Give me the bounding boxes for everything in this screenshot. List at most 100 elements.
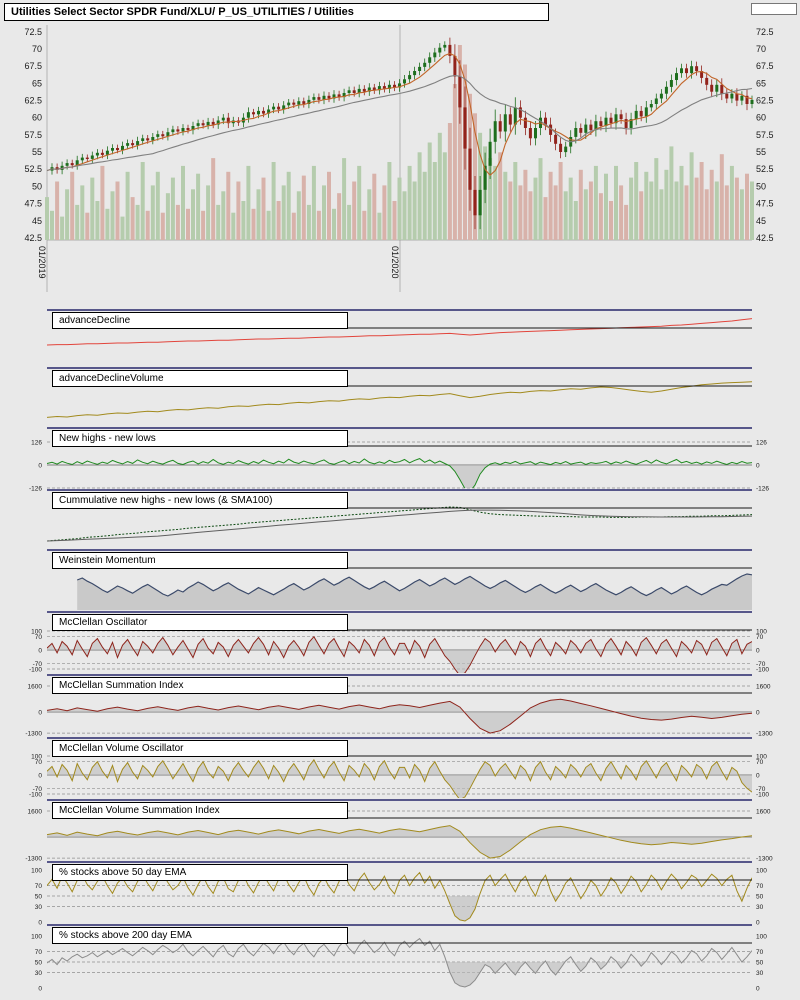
axis-tick-label: 50: [756, 894, 764, 901]
axis-tick-label: 50: [35, 960, 43, 967]
axis-tick-label: 100: [31, 629, 42, 636]
mcclellan-volume-summation-fill: [47, 825, 752, 859]
panel-advance-decline: [47, 309, 752, 346]
cumulative-nh-nl-line: [47, 506, 752, 542]
axis-tick-label: 126: [31, 440, 42, 447]
axis-tick-label: 50: [756, 181, 766, 191]
axis-tick-label: 30: [756, 970, 764, 977]
axis-tick-label: 60: [32, 113, 42, 123]
panel-label-pct-above-200ema: % stocks above 200 day EMA: [52, 927, 348, 944]
axis-tick-label: 65: [32, 78, 42, 88]
axis-tick-label: 45: [756, 216, 766, 226]
axis-tick-label: 100: [756, 934, 767, 941]
axis-tick-label: 100: [31, 934, 42, 941]
axis-tick-label: -70: [33, 661, 43, 668]
x-axis-label: 01/2019: [37, 246, 47, 279]
axis-tick-label: 70: [756, 883, 764, 890]
axis-tick-label: -126: [29, 485, 42, 492]
mcclellan-volume-summation-line: [47, 825, 752, 859]
panel-weinstein-momentum: [47, 549, 752, 610]
axis-tick-label: 0: [38, 710, 42, 717]
new-highs-new-lows-line: [47, 458, 752, 488]
axis-tick-label: 0: [756, 463, 760, 470]
axis-tick-label: 30: [756, 904, 764, 911]
axis-tick-label: 100: [756, 754, 767, 761]
axis-tick-label: 1600: [28, 684, 43, 691]
axis-tick-label: 70: [32, 44, 42, 54]
axis-tick-label: 0: [756, 773, 760, 780]
axis-tick-label: 30: [35, 904, 43, 911]
axis-tick-label: 55: [756, 147, 766, 157]
axis-tick-label: 0: [756, 986, 760, 993]
axis-tick-label: 45: [32, 216, 42, 226]
axis-tick-label: -100: [29, 792, 42, 799]
axis-tick-label: 70: [756, 44, 766, 54]
axis-tick-label: 0: [756, 710, 760, 717]
axis-tick-label: 70: [35, 634, 43, 641]
panel-pct-above-200ema: 100 100 70 70 50 50 30 30 0 0: [31, 924, 767, 993]
axis-tick-label: 57.5: [756, 130, 774, 140]
axis-tick-label: 72.5: [24, 27, 42, 37]
axis-tick-label: 70: [756, 759, 764, 766]
mcclellan-summation-line: [47, 698, 752, 734]
weinstein-momentum-fill: [77, 574, 752, 610]
panel-label-mcclellan-volume-oscillator: McClellan Volume Oscillator: [52, 740, 348, 757]
mcclellan-summation-fill: [47, 699, 752, 734]
axis-tick-label: 42.5: [24, 233, 42, 243]
chart-title: Utilities Select Sector SPDR Fund/XLU/ P…: [11, 6, 354, 18]
new-highs-new-lows-fill: [47, 465, 752, 488]
mcclellan-volume-oscillator-line: [47, 758, 752, 798]
axis-tick-label: -1300: [25, 856, 42, 863]
axis-tick-label: 0: [756, 648, 760, 655]
axis-tick-label: 100: [31, 754, 42, 761]
panel-new-highs-new-lows: 126 126 0 0 -126 -126: [29, 427, 769, 492]
panel-mcclellan-summation: 1600 1600 0 0 -1300 -1300: [25, 674, 773, 738]
axis-tick-label: 52.5: [24, 164, 42, 174]
panel-label-advance-decline: advanceDecline: [52, 312, 348, 329]
axis-tick-label: 47.5: [756, 199, 774, 209]
axis-tick-label: 100: [31, 868, 42, 875]
axis-tick-label: 100: [756, 868, 767, 875]
price-volume-chart: 01/2019 01/2020 72.5 72.5 70 70 67.5 67.5 65 65 62…: [24, 25, 774, 292]
axis-tick-label: 52.5: [756, 164, 774, 174]
slow-ma-line: [46, 74, 753, 172]
weinstein-momentum-line: [76, 573, 752, 597]
panel-label-pct-above-50ema: % stocks above 50 day EMA: [52, 864, 348, 881]
axis-tick-label: 70: [756, 949, 764, 956]
axis-tick-label: 47.5: [24, 199, 42, 209]
advance-decline-volume-line: [47, 381, 752, 418]
axis-tick-label: 55: [32, 147, 42, 157]
axis-tick-label: -1300: [25, 731, 42, 738]
top-right-field[interactable]: [751, 3, 797, 15]
axis-tick-label: 42.5: [756, 233, 774, 243]
panel-label-advance-decline-volume: advanceDeclineVolume: [52, 370, 348, 387]
pct-above-200ema-line: [47, 937, 752, 988]
axis-tick-label: 0: [38, 920, 42, 927]
axis-tick-label: -100: [756, 667, 769, 674]
cumulative-nh-nl-sma-line: [47, 509, 752, 542]
x-axis-label: 01/2020: [390, 246, 400, 279]
axis-tick-label: 70: [756, 634, 764, 641]
mcclellan-oscillator-line: [47, 635, 752, 673]
panel-label-new-highs-new-lows: New highs - new lows: [52, 430, 348, 447]
panel-label-cumulative-nh-nl: Cummulative new highs - new lows (& SMA1…: [52, 492, 348, 509]
panel-mcclellan-volume-summation: 1600 1600 -1300 -1300: [25, 799, 773, 863]
title-box: Utilities Select Sector SPDR Fund/XLU/ P…: [4, 3, 549, 21]
axis-tick-label: 67.5: [756, 61, 774, 71]
axis-tick-label: 0: [38, 773, 42, 780]
axis-tick-label: -70: [756, 661, 766, 668]
axis-tick-label: -1300: [756, 856, 773, 863]
axis-tick-label: 50: [756, 960, 764, 967]
axis-tick-label: 72.5: [756, 27, 774, 37]
candlesticks: [50, 37, 754, 230]
axis-tick-label: 70: [35, 949, 43, 956]
axis-tick-label: 70: [35, 759, 43, 766]
axis-tick-label: -126: [756, 485, 769, 492]
axis-tick-label: -70: [33, 786, 43, 793]
axis-tick-label: 100: [756, 629, 767, 636]
panel-cumulative-nh-nl: [47, 489, 752, 542]
axis-tick-label: 60: [756, 113, 766, 123]
axis-tick-label: -100: [29, 667, 42, 674]
